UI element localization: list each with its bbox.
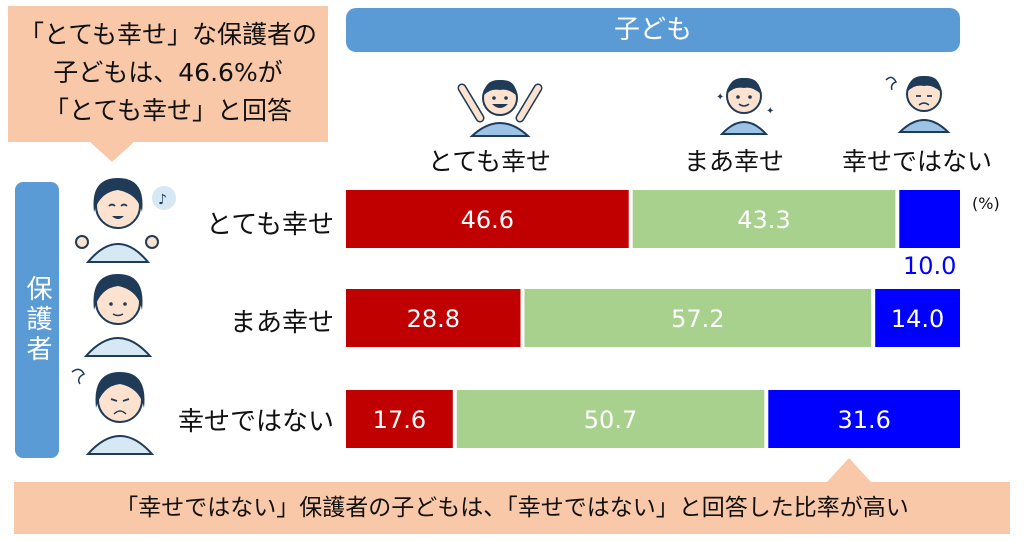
svg-text:✦: ✦ xyxy=(716,92,724,103)
callout-top-line-3: 「とても幸せ」と回答 xyxy=(43,96,292,125)
bar-very-happy-very-happy xyxy=(346,190,629,248)
data-label-not-happy-not-happy: 31.6 xyxy=(837,406,890,434)
legend-very-happy: とても幸せ xyxy=(428,147,552,176)
bar-not-happy-not-happy xyxy=(768,390,960,448)
parent-worried-icon xyxy=(71,368,155,455)
callout-bottom: 「幸せではない」保護者の子どもは、「幸せではない」と回答した比率が高い xyxy=(14,482,1010,534)
data-label-somewhat-happy-very-happy: 28.8 xyxy=(407,305,460,333)
parent-happy-icon: ♪ xyxy=(75,178,176,263)
row-label-very-happy: とても幸せ xyxy=(206,210,334,240)
bar-somewhat-happy-very-happy xyxy=(346,289,521,347)
bar-somewhat-happy-somewhat-happy xyxy=(524,289,872,347)
row-label-somewhat-happy: まあ幸せ xyxy=(229,308,334,338)
callout-top-line-2: 子どもは、46.6%が xyxy=(53,58,283,87)
data-label-very-happy-very-happy: 46.6 xyxy=(461,206,514,234)
unit-label: (%) xyxy=(972,194,1000,213)
data-label-very-happy-not-happy: 10.0 xyxy=(903,252,956,280)
child-header-label: 子ども xyxy=(613,15,692,45)
callout-top-arrow-icon xyxy=(90,142,134,162)
data-label-somewhat-happy-not-happy: 14.0 xyxy=(891,305,944,333)
callout-top: 「とても幸せ」な保護者の 子どもは、46.6%が 「とても幸せ」と回答 xyxy=(8,6,328,142)
data-label-not-happy-very-happy: 17.6 xyxy=(373,406,426,434)
parent-header-label: 保護者 xyxy=(22,275,52,365)
legend-not-happy: 幸せではない xyxy=(842,147,993,176)
data-label-not-happy-somewhat-happy: 50.7 xyxy=(584,406,637,434)
child-smiling-icon: ✦ ✦ xyxy=(716,77,774,135)
svg-text:♪: ♪ xyxy=(158,192,167,208)
child-header: 子ども xyxy=(346,8,960,52)
bar-not-happy-very-happy xyxy=(346,390,453,448)
bar-not-happy-somewhat-happy xyxy=(456,390,765,448)
callout-bottom-arrow-icon xyxy=(827,458,871,482)
child-cheering-icon xyxy=(457,79,543,137)
callout-top-line-1: 「とても幸せ」な保護者の xyxy=(18,20,317,49)
child-sad-icon xyxy=(885,75,951,133)
parent-header: 保護者 xyxy=(15,182,59,458)
row-label-not-happy: 幸せではない xyxy=(177,407,334,437)
callout-bottom-text: 「幸せではない」保護者の子どもは、「幸せではない」と回答した比率が高い xyxy=(115,495,909,521)
legend-somewhat-happy: まあ幸せ xyxy=(684,147,785,176)
bar-very-happy-somewhat-happy xyxy=(632,190,896,248)
bar-very-happy-not-happy xyxy=(899,190,960,248)
data-label-very-happy-somewhat-happy: 43.3 xyxy=(737,206,790,234)
data-label-somewhat-happy-somewhat-happy: 57.2 xyxy=(671,305,724,333)
bar-somewhat-happy-not-happy xyxy=(875,289,960,347)
parent-neutral-icon xyxy=(83,274,153,357)
svg-text:✦: ✦ xyxy=(766,106,774,117)
